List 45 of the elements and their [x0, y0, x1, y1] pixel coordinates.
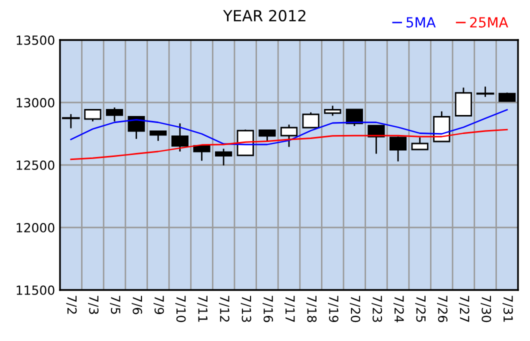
x-tick-label: 7/26: [437, 296, 448, 322]
x-tick-label: 7/25: [415, 296, 426, 322]
x-tick-label: 7/31: [502, 296, 513, 322]
x-tick-label: 7/16: [262, 296, 274, 322]
x-tick-label: 7/19: [328, 296, 338, 322]
y-tick-label: 12000: [16, 222, 54, 232]
candlestick: [106, 106, 124, 122]
x-tick-label: 7/13: [240, 296, 252, 322]
x-tick-label: 7/30: [480, 296, 492, 322]
x-tick-label: 7/23: [372, 296, 382, 322]
x-tick-label: 7/24: [393, 296, 404, 322]
x-tick-label: 7/9: [154, 296, 164, 314]
candlestick: [390, 136, 407, 162]
x-tick-label: 7/5: [110, 296, 120, 314]
candlestick: [193, 145, 210, 162]
candlestick: [454, 86, 472, 116]
y-tick-label: 13500: [16, 35, 54, 45]
candlestick: [302, 112, 320, 128]
candlestick: [84, 109, 102, 122]
candlestick: [280, 124, 298, 148]
x-tick-label: 7/11: [197, 296, 208, 322]
y-tick-label: 12500: [16, 160, 54, 170]
candlestick: [476, 86, 494, 98]
candlestick: [128, 116, 145, 140]
candlestick: [215, 148, 232, 166]
candlestick: [150, 130, 167, 142]
candlestick: [324, 105, 342, 116]
x-tick-label: 7/20: [350, 296, 360, 322]
x-tick-label: 7/17: [284, 296, 295, 322]
x-tick-label: 7/27: [458, 296, 470, 322]
y-tick-label: 11500: [16, 285, 54, 295]
x-tick-label: 7/10: [175, 296, 186, 322]
candlestick: [258, 130, 276, 142]
x-tick-label: 7/6: [132, 296, 142, 314]
x-tick-label: 7/18: [306, 296, 317, 322]
line-series: [70, 109, 508, 146]
x-tick-label: 7/12: [218, 296, 230, 322]
y-tick-label: 13000: [16, 98, 54, 108]
chart-title: YEAR 2012: [223, 10, 306, 22]
candlestick: [171, 122, 188, 152]
legend-label: 25MA: [470, 17, 508, 28]
legend-label: 5MA: [406, 17, 436, 28]
x-tick-label: 7/2: [66, 296, 77, 314]
x-tick-label: 7/3: [88, 296, 99, 314]
candlestick: [411, 136, 428, 150]
